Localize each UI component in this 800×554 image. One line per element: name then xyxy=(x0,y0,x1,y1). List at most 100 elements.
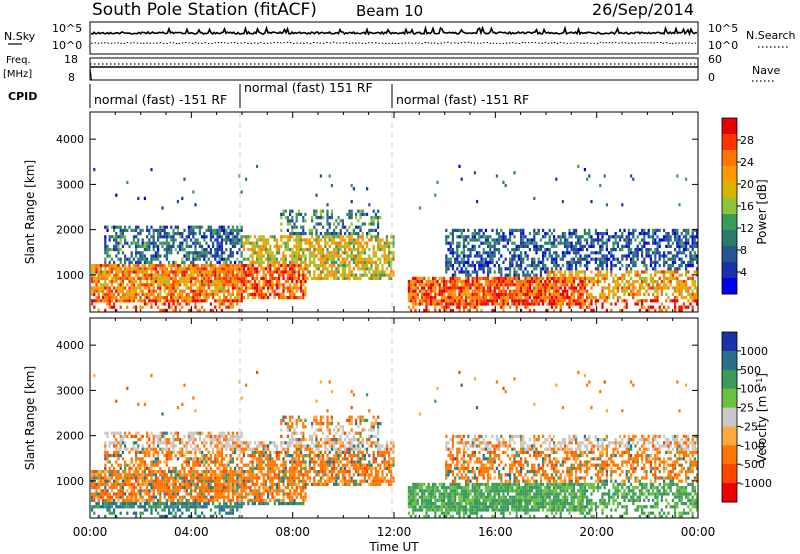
velocity-cell xyxy=(102,492,105,496)
power-cell xyxy=(249,286,252,290)
power-cell xyxy=(663,286,666,290)
power-cell xyxy=(645,264,648,268)
power-cell xyxy=(621,286,624,290)
velocity-cell xyxy=(165,444,168,448)
velocity-cell xyxy=(190,457,193,461)
power-cell xyxy=(159,280,162,284)
power-cell xyxy=(267,280,270,284)
power-cell xyxy=(363,251,366,255)
power-cell xyxy=(671,232,674,236)
power-cell xyxy=(229,228,232,232)
power-cell xyxy=(513,228,516,232)
power-cell xyxy=(150,254,153,258)
power-cell xyxy=(605,228,608,232)
power-cell xyxy=(476,273,479,277)
power-cell xyxy=(649,235,652,239)
velocity-cell xyxy=(181,476,184,480)
power-cell xyxy=(333,251,336,255)
velocity-cell xyxy=(126,479,129,483)
power-cell xyxy=(493,280,496,284)
power-cell xyxy=(326,209,329,213)
power-cell xyxy=(691,254,694,258)
power-cell xyxy=(163,267,166,271)
power-cell xyxy=(357,241,360,245)
power-cell xyxy=(414,308,417,312)
power-cell xyxy=(335,260,338,264)
power-cell xyxy=(126,299,129,303)
velocity-cell xyxy=(185,457,188,461)
velocity-cell xyxy=(121,489,124,493)
power-cell xyxy=(229,254,232,258)
power-cell xyxy=(619,260,622,264)
power-cell xyxy=(330,257,333,261)
power-cell xyxy=(260,289,263,293)
velocity-cell xyxy=(172,441,175,445)
power-cell xyxy=(240,283,243,287)
velocity-cell xyxy=(113,479,116,483)
power-cell xyxy=(328,254,331,258)
power-cell xyxy=(300,254,303,258)
power-cell xyxy=(300,232,303,236)
power-cell xyxy=(594,299,597,303)
power-cell xyxy=(696,232,699,236)
power-cell xyxy=(432,286,435,290)
velocity-cell xyxy=(143,454,146,458)
power-cell xyxy=(500,235,503,239)
power-cell xyxy=(141,264,144,268)
velocity-cell xyxy=(183,476,186,480)
power-cell xyxy=(513,283,516,287)
power-cell xyxy=(432,296,435,300)
power-cell xyxy=(159,299,162,303)
power-cell xyxy=(333,264,336,268)
power-cell xyxy=(528,296,531,300)
power-cell xyxy=(130,280,133,284)
power-cell xyxy=(392,241,395,245)
power-cell xyxy=(300,280,303,284)
velocity-cell xyxy=(126,473,129,477)
power-cell xyxy=(520,254,523,258)
power-cell xyxy=(597,276,600,280)
power-cell xyxy=(225,305,228,309)
power-cell xyxy=(498,251,501,255)
power-cell xyxy=(113,302,116,306)
power-cell xyxy=(355,212,358,216)
power-cell xyxy=(471,289,474,293)
power-cell xyxy=(168,264,171,268)
power-cell xyxy=(146,286,149,290)
power-cell xyxy=(658,238,661,242)
velocity-cell xyxy=(99,505,102,509)
velocity-cell xyxy=(124,447,127,451)
power-cell xyxy=(511,228,514,232)
power-cell xyxy=(561,254,564,258)
power-cell xyxy=(498,235,501,239)
power-cell xyxy=(614,283,617,287)
power-cell xyxy=(625,289,628,293)
power-cell xyxy=(346,257,349,261)
velocity-cell xyxy=(117,482,120,486)
power-cell xyxy=(385,244,388,248)
power-cell xyxy=(154,270,157,274)
power-cell xyxy=(522,241,525,245)
power-cell xyxy=(363,267,366,271)
power-cell xyxy=(179,235,182,239)
power-cell xyxy=(311,260,314,264)
power-cell xyxy=(341,238,344,242)
power-cell xyxy=(440,299,443,303)
power-cell xyxy=(256,276,259,280)
velocity-cell xyxy=(93,476,96,480)
velocity-cell xyxy=(185,505,188,509)
power-cell xyxy=(603,276,606,280)
power-cell xyxy=(590,280,593,284)
power-cell xyxy=(513,276,516,280)
power-cell xyxy=(137,257,140,261)
power-cell xyxy=(429,299,432,303)
power-cell xyxy=(462,257,465,261)
power-cell xyxy=(447,302,450,306)
power-cell xyxy=(656,235,659,239)
power-cell xyxy=(586,267,589,271)
power-cell xyxy=(691,241,694,245)
power-cell xyxy=(691,299,694,303)
power-cell xyxy=(451,267,454,271)
power-cell xyxy=(295,232,298,236)
